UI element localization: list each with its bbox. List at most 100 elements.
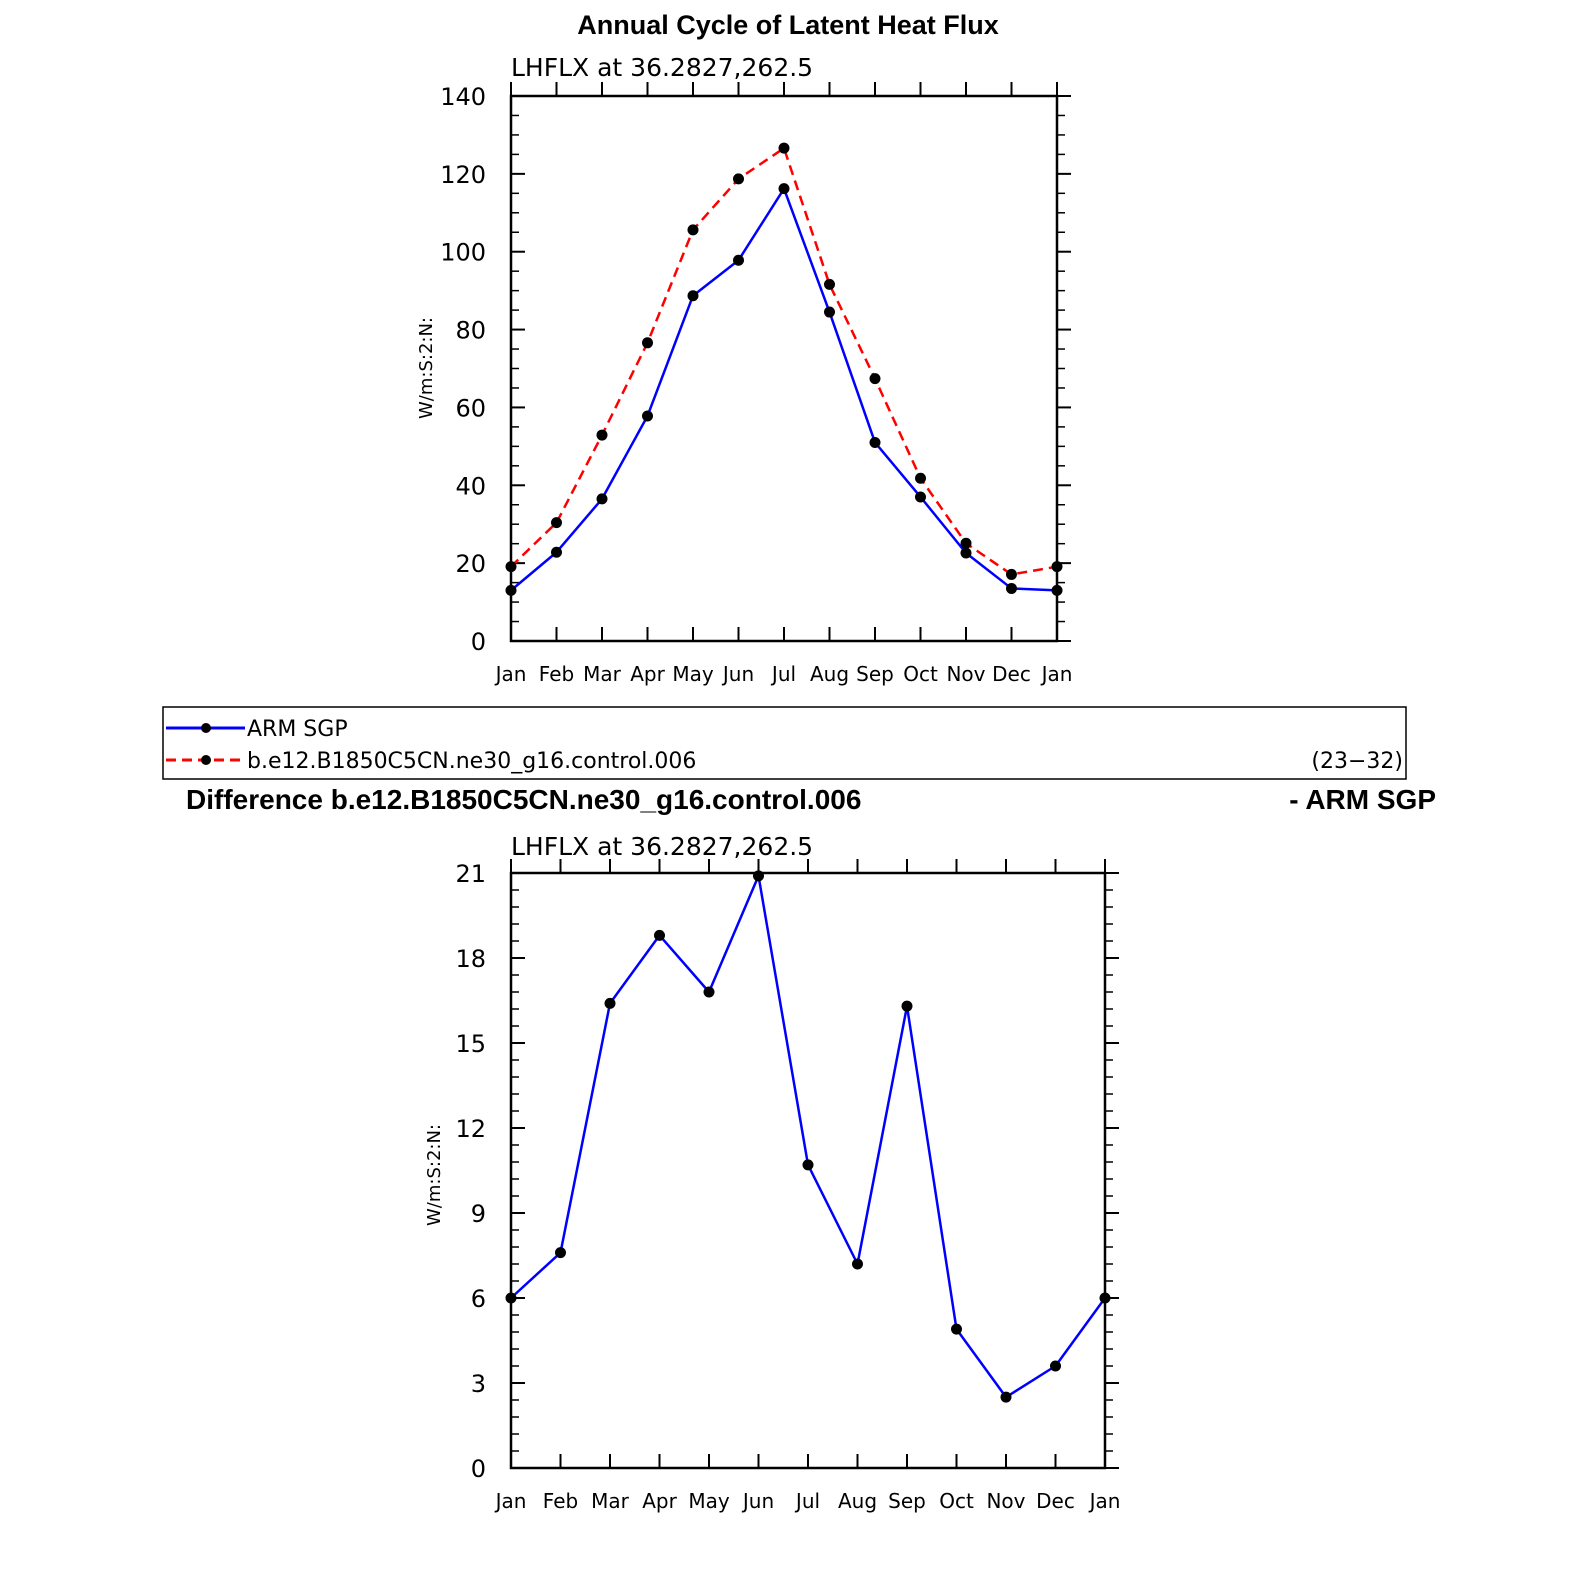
chart-1-y-tick-label: 20: [455, 550, 486, 578]
chart-2-series-1-point: [703, 986, 715, 998]
chart-1-series-1-point: [733, 254, 744, 266]
difference-title: Difference b.e12.B1850C5CN.ne30_g16.cont…: [186, 784, 861, 815]
chart-2-y-tick-label: 9: [471, 1200, 486, 1228]
chart-2-x-tick-label: Mar: [591, 1489, 630, 1513]
chart-2-y-tick-label: 18: [455, 945, 486, 973]
chart-1-series-2-point: [960, 537, 972, 549]
chart-1-x-tick-label: Nov: [946, 662, 985, 686]
chart-1-x-tick-label: Sep: [856, 662, 894, 686]
chart-2-x-tick-label: Sep: [888, 1489, 926, 1513]
chart-2-x-tick-label: Nov: [986, 1489, 1025, 1513]
chart-2-y-tick-label: 15: [455, 1030, 486, 1058]
chart-2-series-1-point: [1050, 1360, 1061, 1372]
chart-2-y-tick-label: 12: [455, 1115, 486, 1143]
chart-2-y-tick-label: 21: [455, 860, 486, 888]
chart-2-x-tick-label: Jun: [741, 1489, 774, 1513]
chart-1-x-tick-label: Mar: [583, 662, 622, 686]
legend-arm-marker: [201, 723, 211, 733]
chart-2-series-1-point: [951, 1323, 962, 1335]
chart-1-series-1-point: [869, 436, 881, 448]
chart-1-series-2-point: [824, 278, 835, 290]
chart-2-series-1-point: [555, 1247, 566, 1259]
chart-2-series-1-point: [753, 870, 764, 882]
chart-1-series-1-point: [551, 546, 562, 558]
chart-2-x-tick-label: Apr: [642, 1489, 677, 1513]
chart-2-x-tick-label: Aug: [838, 1489, 877, 1513]
chart-1-y-tick-label: 100: [440, 239, 486, 267]
chart-1-y-tick-label: 120: [440, 161, 486, 189]
chart-2-series-1-point: [654, 929, 665, 941]
chart-1-series-1-point: [505, 584, 517, 596]
chart-1-series-1-point: [824, 306, 835, 318]
chart-1-series-2-point: [687, 224, 699, 236]
chart-2-subtitle: LHFLX at 36.2827,262.5: [511, 832, 813, 861]
chart-1-x-tick-label: Jan: [1040, 662, 1073, 686]
chart-1-y-tick-label: 60: [455, 394, 486, 422]
chart-1-series-2-point: [505, 561, 517, 573]
chart-1-series-2-point: [778, 142, 790, 154]
chart-1-series-2-point: [642, 337, 653, 349]
legend-note: (23−32): [1311, 749, 1403, 774]
chart-2-x-tick-label: Jan: [1088, 1489, 1121, 1513]
figure-title: Annual Cycle of Latent Heat Flux: [577, 10, 999, 40]
chart-1-series-1-point: [1051, 584, 1063, 596]
chart-1-y-tick-label: 140: [440, 83, 486, 111]
chart-1-y-tick-label: 0: [471, 628, 486, 656]
chart-2-y-tick-label: 3: [471, 1370, 486, 1398]
chart-2-x-tick-label: Feb: [543, 1489, 578, 1513]
chart-1-x-tick-label: Jan: [494, 662, 527, 686]
chart-1-series-1-point: [915, 491, 926, 503]
chart-1-x-tick-label: Jun: [721, 662, 754, 686]
chart-1-series-2-point: [733, 173, 744, 185]
legend-arm-label: ARM SGP: [247, 717, 348, 742]
annual-cycle-chart: LHFLX at 36.2827,262.5 W/m:S:2:N: Jan Feb…: [416, 53, 1072, 686]
chart-1-x-tick-label: Dec: [992, 662, 1031, 686]
chart-1-series-1-point: [596, 493, 608, 505]
chart-2-series-1-point: [852, 1258, 863, 1270]
legend-model-marker: [201, 755, 211, 765]
chart-2-series-1-point: [802, 1159, 814, 1171]
chart-1-subtitle: LHFLX at 36.2827,262.5: [511, 53, 813, 82]
chart-2-series-1-point: [604, 997, 616, 1009]
chart-2-series-1-point: [505, 1292, 517, 1304]
chart-2-x-tick-label: May: [688, 1489, 730, 1513]
legend-box: [162, 706, 1407, 780]
chart-1-x-tick-label: Feb: [539, 662, 574, 686]
chart-1-series-2-point: [1006, 568, 1017, 580]
chart-2-y-tick-label: 0: [471, 1455, 486, 1483]
chart-2-ylabel: W/m:S:2:N:: [424, 1124, 445, 1226]
chart-1-series-1-point: [687, 290, 699, 302]
chart-2-x-tick-label: Oct: [939, 1489, 974, 1513]
chart-1-series-1-point: [1006, 582, 1017, 594]
chart-1-x-tick-label: Aug: [810, 662, 849, 686]
chart-1-series-1-line: [510, 187, 1058, 592]
chart-2-x-tick-label: Jan: [494, 1489, 527, 1513]
chart-1-ylabel: W/m:S:2:N:: [416, 317, 437, 419]
difference-chart: LHFLX at 36.2827,262.5 W/m:S:2:N: Jan Feb…: [424, 832, 1120, 1513]
chart-1-series-1-point: [778, 183, 790, 195]
chart-1-x-tick-label: Oct: [903, 662, 938, 686]
chart-2-series-1-point: [1099, 1292, 1111, 1304]
chart-1-x-tick-label: May: [672, 662, 714, 686]
chart-1-series-2-point: [596, 429, 608, 441]
chart-1-series-2-point: [1051, 561, 1063, 573]
chart-1-x-tick-label: Jul: [770, 662, 796, 686]
chart-2-x-tick-label: Dec: [1036, 1489, 1075, 1513]
chart-1-series-2-point: [915, 472, 926, 484]
chart-2-y-tick-label: 6: [471, 1285, 486, 1313]
legend-model-label: b.e12.B1850C5CN.ne30_g16.control.006: [247, 749, 696, 774]
chart-2-x-tick-label: Jul: [794, 1489, 820, 1513]
chart-2-series-1-point: [1000, 1391, 1012, 1403]
chart-2-series-1-line: [510, 874, 1107, 1399]
chart-1-y-tick-label: 40: [455, 472, 486, 500]
difference-title-right: - ARM SGP: [1289, 784, 1436, 815]
chart-2-series-1-point: [901, 1000, 913, 1012]
chart-1-series-2-point: [551, 517, 562, 529]
chart-1-y-tick-label: 80: [455, 317, 486, 345]
chart-1-series-2-point: [869, 373, 881, 385]
chart-1-series-1-point: [960, 547, 972, 559]
chart-2-plot-frame: [509, 871, 1107, 1470]
chart-1-series-1-point: [642, 410, 653, 422]
legend: ARM SGP b.e12.B1850C5CN.ne30_g16.control…: [162, 706, 1407, 780]
